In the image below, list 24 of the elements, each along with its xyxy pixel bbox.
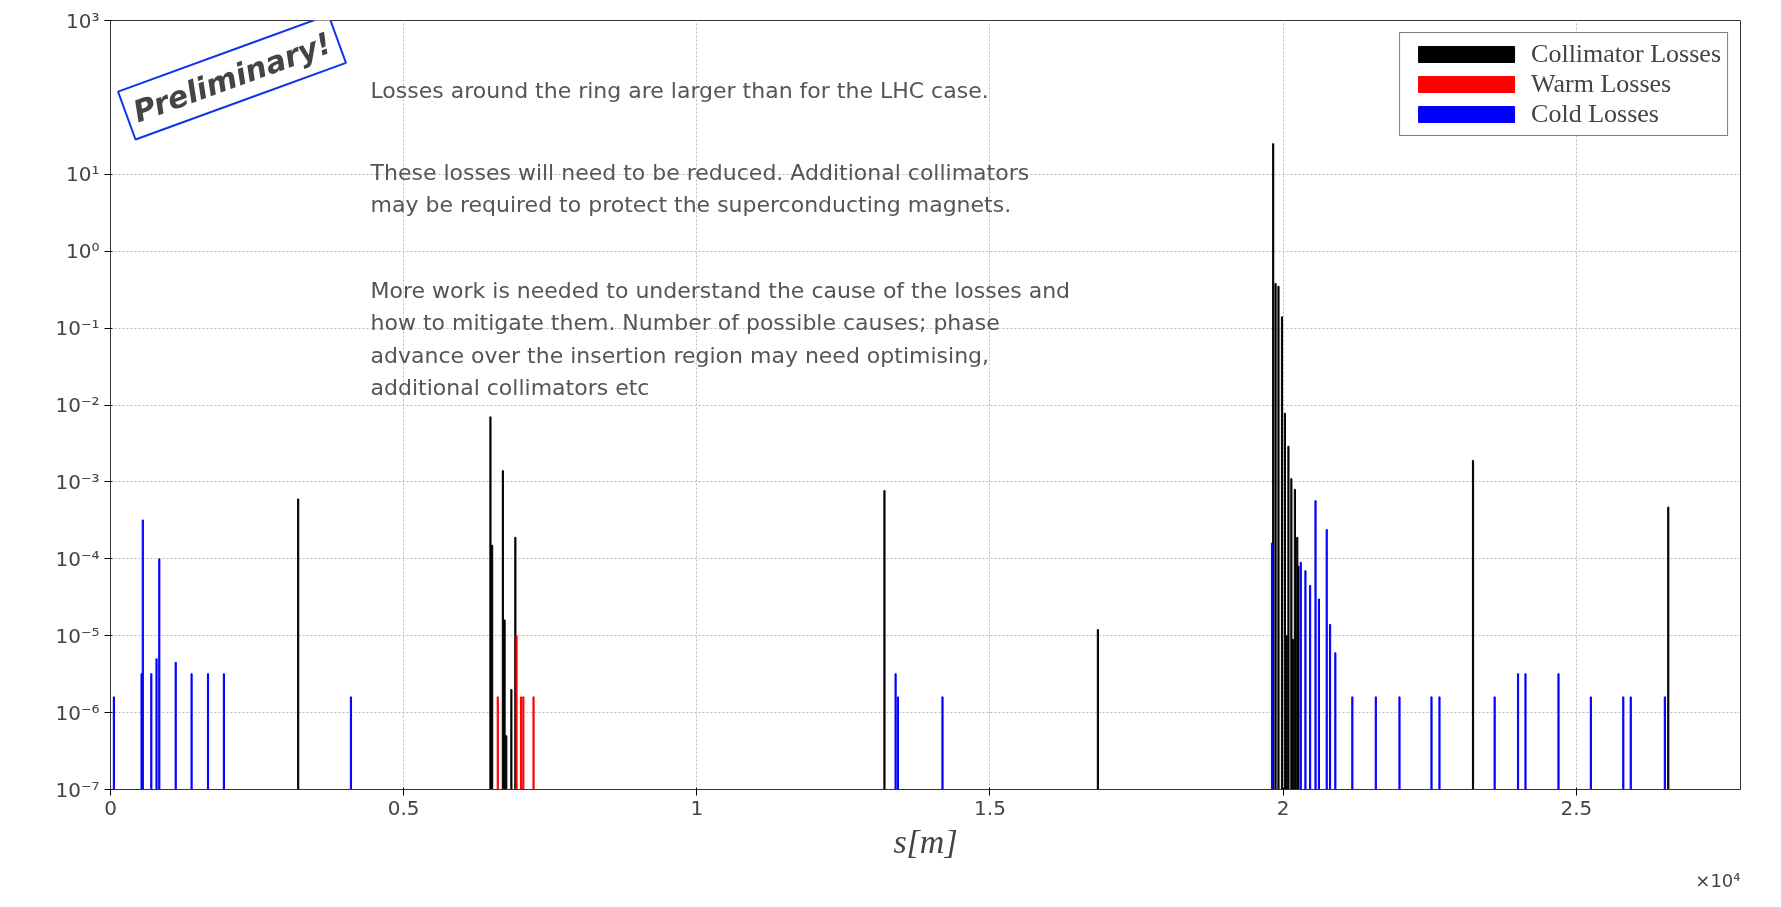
- x-tick-label: 0.5: [387, 795, 420, 820]
- y-tick-label: 10⁻³: [55, 469, 100, 494]
- annotation: These losses will need to be reduced. Additional collimators may be required to protect the superconducting magnets.: [369, 159, 1030, 217]
- y-tick-label: 10⁻⁵: [55, 623, 100, 648]
- y-tick-label: 10⁻⁴: [55, 546, 100, 571]
- annotation: Losses around the ring are larger than for the LHC case.: [370, 77, 989, 103]
- y-tick-label: 10³: [66, 8, 100, 33]
- legend-label: Collimator Losses: [1531, 39, 1721, 69]
- x-tick-label: 1: [690, 795, 704, 820]
- legend-label: Warm Losses: [1531, 69, 1672, 99]
- x-axis-title: s[m]: [893, 822, 958, 860]
- x-tick-label: 0: [104, 795, 117, 820]
- legend-label: Cold Losses: [1531, 99, 1659, 129]
- y-tick-label: 10⁻²: [55, 393, 100, 417]
- x-tick-label: 2.5: [1560, 795, 1593, 820]
- annotation: More work is needed to understand the cause of the losses and how to mitigate them. Number of possible causes; phase advance over the insertion region may need optimising, additional collimators etc: [370, 277, 1071, 400]
- text: ×10⁴: [1695, 869, 1741, 891]
- x-tick-label: 2: [1276, 795, 1290, 820]
- y-tick-label: 10¹: [66, 162, 100, 187]
- y-tick-label: 10⁻⁷: [55, 777, 100, 802]
- y-tick-label: 10⁻⁶: [55, 700, 100, 725]
- x-tick-label: 1.5: [974, 795, 1006, 820]
- y-tick-label: 10⁰: [66, 239, 100, 264]
- y-tick-label: 10⁻¹: [55, 316, 100, 341]
